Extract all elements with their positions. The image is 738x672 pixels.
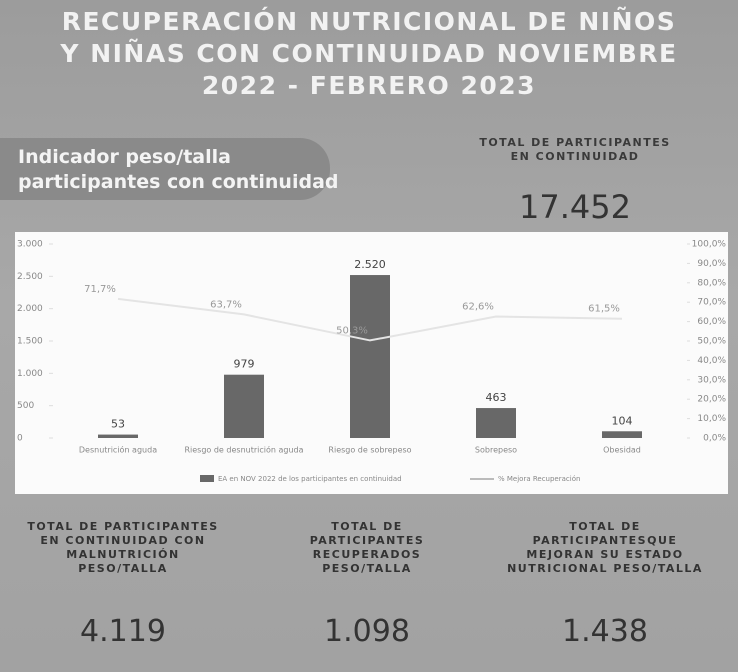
y2-tick-label: 50,0% bbox=[697, 337, 726, 347]
y-tick-label: 0 bbox=[17, 434, 23, 444]
total-label: TOTAL DE PARTICIPANTES EN CONTINUIDAD bbox=[440, 136, 710, 164]
label-line: PARTICIPANTESQUE bbox=[532, 534, 678, 547]
stat: TOTAL DE PARTICIPANTES EN CONTINUIDAD CON… bbox=[8, 520, 238, 649]
title: RECUPERACIÓN NUTRICIONAL DE NIÑOS Y NIÑA… bbox=[0, 6, 738, 102]
stat-value: 1.098 bbox=[324, 614, 410, 649]
bar bbox=[476, 408, 516, 438]
bar-value-label: 463 bbox=[486, 391, 507, 404]
x-tick-label: Desnutrición aguda bbox=[79, 445, 157, 455]
subtitle: Indicador peso/talla participantes con c… bbox=[18, 145, 339, 195]
y-tick-label: 500 bbox=[17, 401, 34, 411]
x-tick-label: Riesgo de sobrepeso bbox=[328, 446, 411, 455]
label-line: PESO/TALLA bbox=[322, 562, 412, 575]
total-value: 17.452 bbox=[519, 188, 631, 226]
y2-tick-label: 10,0% bbox=[697, 414, 726, 424]
bar bbox=[224, 374, 264, 438]
y-tick-label: 2.000 bbox=[17, 304, 43, 314]
line-value-label: 63,7% bbox=[210, 299, 242, 310]
stat-label: TOTAL DE PARTICIPANTESQUE MEJORAN SU ESTAD… bbox=[490, 520, 720, 600]
label-line: MEJORAN SU ESTADO bbox=[526, 548, 684, 561]
y-tick-label: 3.000 bbox=[17, 240, 43, 250]
bar-value-label: 2.520 bbox=[354, 258, 386, 271]
stat: TOTAL DE PARTICIPANTES RECUPERADOS PESO/TAL… bbox=[252, 520, 482, 649]
chart-box: 0 500 1.000 1.500 2.000 2.500 3.000 0,0% 10,0% 20… bbox=[15, 232, 728, 494]
y2-tick-label: 70,0% bbox=[697, 298, 726, 308]
x-tick-label: Riesgo de desnutrición aguda bbox=[184, 445, 303, 455]
stat-label: TOTAL DE PARTICIPANTES RECUPERADOS PESO/TAL… bbox=[252, 520, 482, 600]
bar bbox=[350, 275, 390, 438]
label-line: TOTAL DE PARTICIPANTES bbox=[27, 520, 219, 533]
y2-tick-label: 90,0% bbox=[697, 259, 726, 269]
title-line: Y NIÑAS CON CONTINUIDAD NOVIEMBRE bbox=[60, 39, 678, 68]
y-tick-label: 2.500 bbox=[17, 272, 43, 282]
subtitle-band bbox=[0, 138, 330, 200]
line-value-label: 61,5% bbox=[588, 304, 620, 315]
legend-label: % Mejora Recuperación bbox=[498, 475, 580, 483]
x-tick-label: Sobrepeso bbox=[475, 446, 517, 455]
bar bbox=[602, 431, 642, 438]
stat-value: 4.119 bbox=[80, 614, 166, 649]
bar-value-label: 53 bbox=[111, 418, 125, 431]
bar-value-label: 979 bbox=[234, 358, 255, 371]
title-line: RECUPERACIÓN NUTRICIONAL DE NIÑOS bbox=[61, 7, 677, 36]
label-line: EN CONTINUIDAD bbox=[510, 150, 640, 163]
label-line: PESO/TALLA bbox=[78, 562, 168, 575]
label-line: PARTICIPANTES bbox=[309, 534, 425, 547]
stat-value: 1.438 bbox=[562, 614, 648, 649]
legend-label: EA en NOV 2022 de los participantes en c… bbox=[218, 475, 402, 483]
label-line: RECUPERADOS bbox=[312, 548, 422, 561]
x-tick-label: Obesidad bbox=[603, 446, 641, 455]
line-value-label: 62,6% bbox=[462, 302, 494, 313]
subtitle-line: participantes con continuidad bbox=[18, 171, 339, 193]
y2-tick-label: 0,0% bbox=[703, 434, 726, 444]
y2-tick-label: 100,0% bbox=[692, 240, 727, 250]
bar-value-label: 104 bbox=[612, 414, 633, 427]
y2-tick-label: 20,0% bbox=[697, 395, 726, 405]
line bbox=[117, 297, 623, 342]
y2-tick-label: 40,0% bbox=[697, 356, 726, 366]
label-line: TOTAL DE bbox=[331, 520, 403, 533]
stat-label: TOTAL DE PARTICIPANTES EN CONTINUIDAD CON… bbox=[8, 520, 238, 600]
title-line: 2022 - FEBRERO 2023 bbox=[201, 71, 537, 100]
legend-swatch bbox=[200, 475, 214, 482]
y2-tick-label: 80,0% bbox=[697, 278, 726, 288]
label-line: EN CONTINUIDAD CON bbox=[40, 534, 206, 547]
line-value-label: 50,3% bbox=[336, 325, 368, 336]
label-line: TOTAL DE PARTICIPANTES bbox=[479, 136, 671, 149]
label-line: NUTRICIONAL PESO/TALLA bbox=[507, 562, 703, 575]
bar bbox=[98, 434, 138, 438]
y2-tick-label: 30,0% bbox=[697, 375, 726, 385]
chart: 0 500 1.000 1.500 2.000 2.500 3.000 0,0% 10,0% 20… bbox=[17, 240, 727, 484]
subtitle-line: Indicador peso/talla bbox=[18, 146, 231, 168]
label-line: TOTAL DE bbox=[569, 520, 641, 533]
stat: TOTAL DE PARTICIPANTESQUE MEJORAN SU ESTAD… bbox=[490, 520, 720, 649]
label-line: MALNUTRICIÓN bbox=[66, 548, 180, 561]
y-tick-label: 1.000 bbox=[17, 369, 43, 379]
line-value-label: 71,7% bbox=[84, 284, 116, 295]
y-tick-label: 1.500 bbox=[17, 337, 43, 347]
y2-tick-label: 60,0% bbox=[697, 317, 726, 327]
